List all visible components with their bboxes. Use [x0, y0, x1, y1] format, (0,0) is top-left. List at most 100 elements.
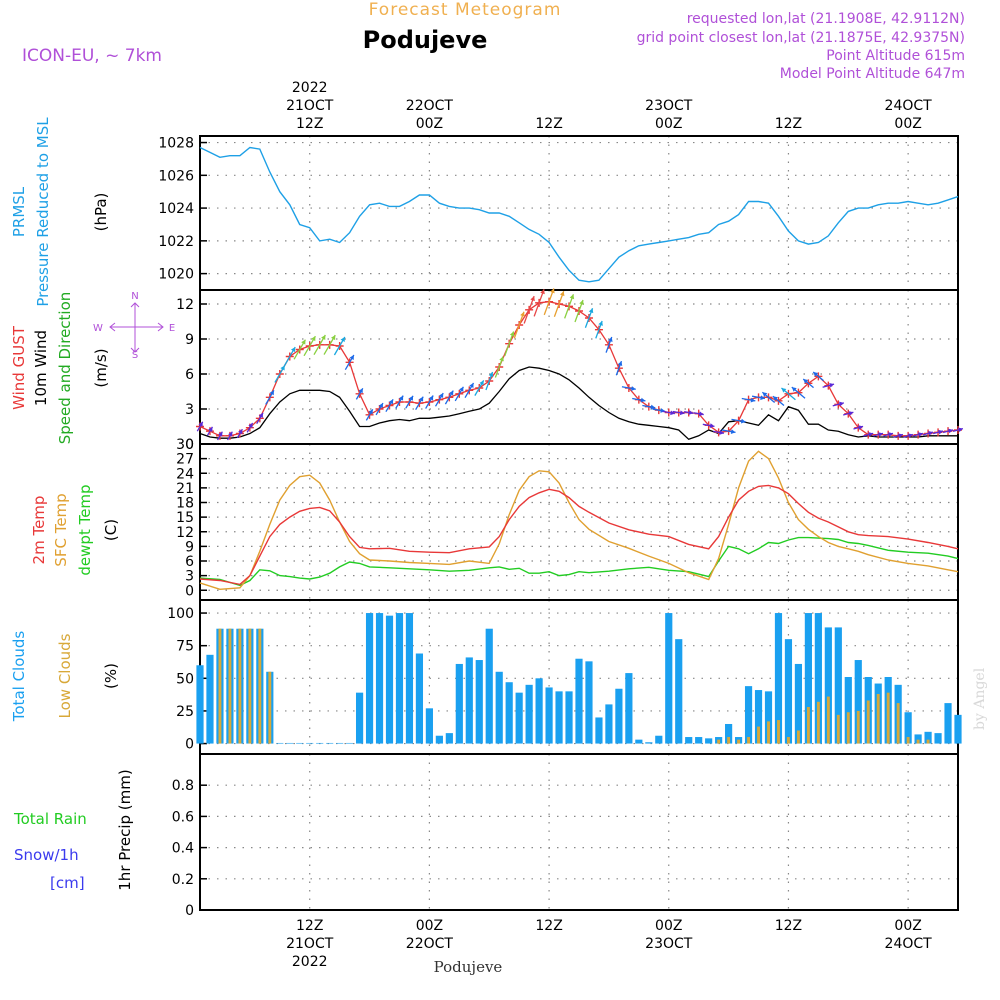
- wind-arrow-head: [258, 412, 263, 418]
- wind-arrow-head: [499, 356, 504, 362]
- wind-arrow-head: [631, 386, 636, 391]
- wind-arrow-head: [418, 396, 424, 402]
- wind-arrow-head: [617, 361, 623, 367]
- wind-arrow-head: [520, 311, 525, 317]
- compass-e: E: [169, 323, 175, 334]
- total-cloud-bar: [296, 742, 304, 744]
- top-hour-label: 12Z: [296, 116, 323, 132]
- total-cloud-bar: [954, 714, 962, 744]
- y-tick-label: 9: [185, 539, 194, 555]
- total-cloud-bar: [645, 742, 653, 744]
- bottom-hour-label: 12Z: [535, 918, 562, 934]
- wind-arrow-head: [898, 433, 903, 439]
- bottom-date-label: 24OCT: [885, 936, 933, 952]
- y-tick-label: 0.6: [172, 809, 194, 825]
- temp-unit: (C): [102, 519, 120, 541]
- total-cloud-bar: [326, 742, 334, 744]
- bottom-hour-label: 00Z: [655, 918, 682, 934]
- low-cloud-bar: [796, 730, 800, 744]
- requested-coords: requested lon,lat (21.1908E, 42.9112N): [687, 11, 965, 27]
- panel-frame: [199, 443, 959, 601]
- wind-arrow-head: [928, 430, 934, 436]
- y-tick-label: 0: [185, 583, 194, 599]
- wind-arrow-head: [248, 422, 253, 428]
- low-cloud-bar: [238, 628, 242, 744]
- wind-arrow-head: [378, 403, 383, 409]
- low-cloud-bar: [757, 726, 760, 744]
- total-cloud-bar: [425, 708, 433, 744]
- wind-arrow-head: [530, 296, 535, 302]
- low-cloud-bar: [727, 737, 731, 744]
- wind-arrow-head: [709, 423, 715, 428]
- y-tick-label: 3: [185, 569, 194, 585]
- low-clouds-label: Low Clouds: [56, 633, 74, 718]
- low-cloud-bar: [767, 721, 770, 744]
- wind-arrow-head: [398, 395, 404, 401]
- wind-dir-label: Speed and Direction: [56, 292, 74, 445]
- y-tick-label: 3: [185, 402, 194, 418]
- sfc-temp-line: [199, 450, 959, 591]
- wind-arrow-head: [198, 421, 203, 427]
- snow-label: Snow/1h: [14, 846, 79, 864]
- wind-arrow-head: [803, 379, 809, 384]
- top-hour-label: 12Z: [775, 116, 802, 132]
- total-cloud-bar: [375, 613, 384, 744]
- total-cloud-bar: [904, 712, 912, 744]
- low-cloud-bar: [856, 710, 860, 744]
- wind-arrow-head: [550, 288, 555, 294]
- total-cloud-bar: [535, 678, 543, 744]
- low-cloud-bar: [806, 707, 810, 744]
- model-altitude: Model Point Altitude 647m: [780, 66, 965, 82]
- y-tick-label: 6: [185, 554, 194, 570]
- y-tick-label: 0.8: [172, 778, 194, 794]
- bottom-hour-label: 12Z: [775, 918, 802, 934]
- bottom-hour-label: 00Z: [894, 918, 921, 934]
- wind-arrow: [543, 288, 555, 316]
- total-cloud-bar: [415, 653, 424, 744]
- total-cloud-bar: [505, 682, 513, 744]
- total-cloud-bar: [924, 731, 932, 744]
- y-tick-label: 1026: [158, 168, 194, 184]
- wind-arrow-head: [269, 390, 274, 396]
- low-cloud-bar: [228, 628, 232, 744]
- wind-arrow-head: [848, 411, 854, 416]
- sfc-temp-label: SFC Temp: [52, 493, 70, 566]
- total-cloud-bar: [555, 691, 563, 744]
- point-altitude: Point Altitude 615m: [826, 48, 965, 64]
- total-cloud-bar: [485, 628, 493, 744]
- y-tick-label: 12: [176, 525, 194, 541]
- total-cloud-bar: [695, 737, 703, 744]
- wind-arrow-head: [888, 432, 893, 437]
- wind-arrow-head: [340, 336, 345, 342]
- wind-arrow-head: [772, 396, 778, 401]
- wind-arrow-head: [208, 426, 213, 432]
- wind-arrow-head: [688, 410, 694, 415]
- wind-arrow-head: [290, 347, 296, 353]
- wind-arrow-head: [408, 395, 414, 401]
- wind-arrow-head: [958, 427, 963, 433]
- top-date-label: 23OCT: [645, 98, 693, 114]
- wind-arrow-head: [750, 397, 756, 403]
- total-cloud-bar: [595, 717, 603, 744]
- y-tick-label: 0: [185, 437, 194, 453]
- total-cloud-bar: [685, 737, 693, 744]
- bottom-hour-label: 00Z: [416, 918, 443, 934]
- model-label: ICON-EU, ~ 7km: [22, 46, 162, 66]
- low-cloud-bar: [737, 739, 741, 744]
- wind-arrow-head: [280, 365, 285, 371]
- y-tick-label: 75: [176, 639, 194, 655]
- wind-arrow: [513, 311, 525, 339]
- top-date-label: 21OCT: [286, 98, 334, 114]
- low-cloud-bar: [268, 671, 272, 744]
- wind-arrow-head: [428, 395, 434, 401]
- wind-arrow-head: [762, 392, 768, 397]
- y-tick-label: 12: [176, 297, 194, 313]
- low-cloud-bar: [886, 692, 890, 744]
- low-cloud-bar: [826, 696, 830, 744]
- total-rain-label: Total Rain: [13, 810, 87, 828]
- wind-arrow-head: [791, 387, 797, 392]
- wind-arrow-head: [698, 411, 704, 417]
- wind-arrow-head: [918, 432, 923, 437]
- wind-arrow-head: [730, 429, 736, 434]
- total-cloud-bar: [196, 665, 204, 744]
